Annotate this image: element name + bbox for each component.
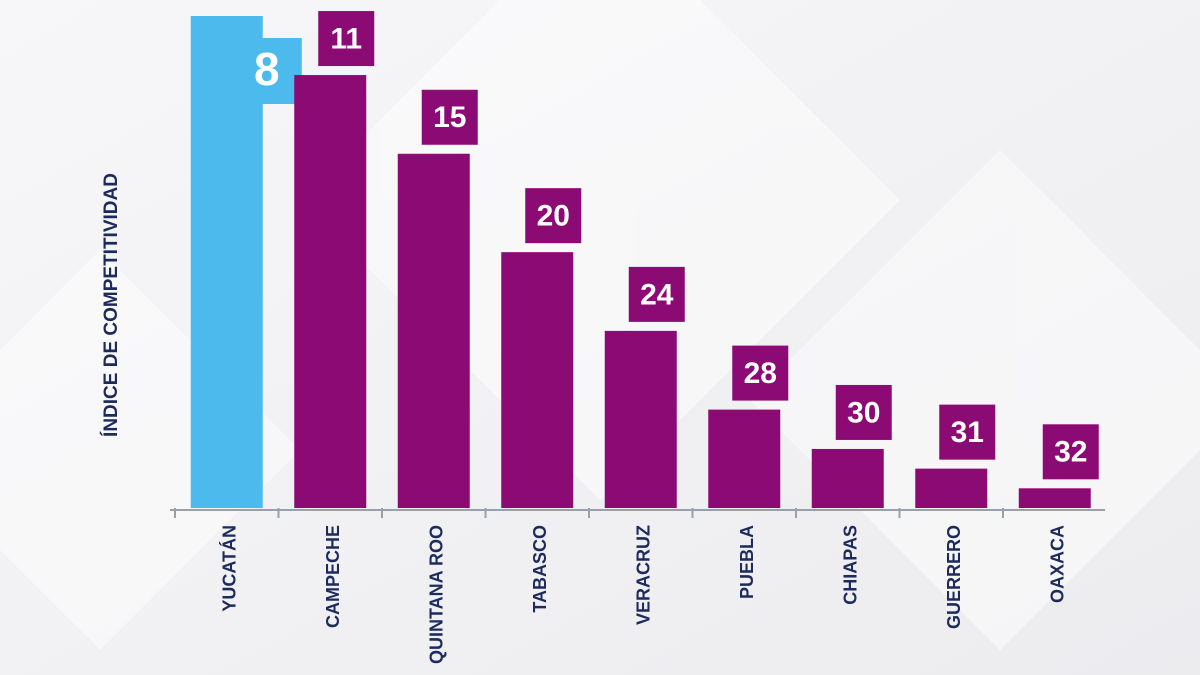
value-label-box	[525, 188, 582, 244]
x-tick-label: CHIAPAS	[841, 525, 861, 605]
y-axis-title: ÍNDICE DE COMPETITIVIDAD	[100, 173, 122, 437]
value-label: 15	[433, 101, 466, 134]
bar	[1018, 488, 1091, 508]
value-label: 31	[951, 416, 984, 449]
bar	[708, 409, 781, 508]
value-label-box	[421, 89, 478, 145]
value-label: 32	[1054, 436, 1087, 469]
bar	[294, 75, 367, 508]
x-tick-label: QUINTANA ROO	[427, 525, 447, 664]
bar	[397, 153, 470, 508]
x-tick-label: VERACRUZ	[634, 525, 654, 625]
value-label: 20	[537, 200, 570, 233]
value-label: 24	[640, 278, 674, 311]
value-label-box	[231, 38, 302, 104]
bar	[604, 330, 677, 508]
value-label-box	[1042, 424, 1099, 480]
x-tick-label: TABASCO	[530, 525, 550, 613]
x-tick-label: YUCATÁN	[219, 525, 240, 612]
value-label-box	[939, 404, 996, 460]
bar	[501, 252, 574, 508]
value-label-box	[835, 384, 892, 440]
value-label-box	[318, 11, 375, 67]
x-tick-label: GUERRERO	[944, 525, 964, 629]
x-tick-label: CAMPECHE	[323, 525, 343, 628]
x-tick-label: PUEBLA	[737, 525, 757, 599]
x-tick-label: OAXACA	[1048, 525, 1068, 603]
value-label: 8	[254, 43, 280, 95]
value-label-box	[628, 266, 685, 322]
bar	[915, 468, 988, 508]
value-label: 11	[330, 22, 362, 55]
value-label: 30	[847, 396, 880, 429]
value-label: 28	[744, 357, 777, 390]
bar	[811, 448, 884, 508]
value-label-box	[732, 345, 789, 401]
